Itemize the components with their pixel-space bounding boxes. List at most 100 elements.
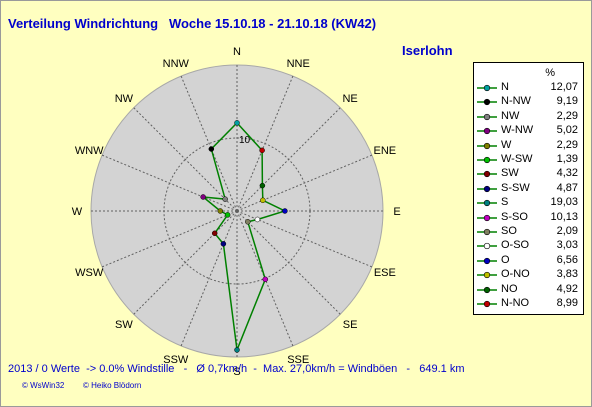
chart-title: Verteilung Windrichtung Woche 15.10.18 -… xyxy=(8,16,377,31)
legend-entry-name: SO xyxy=(501,225,517,237)
legend-entry-value: 6,56 xyxy=(556,253,578,266)
direction-label-nnw: NNW xyxy=(163,58,190,70)
legend-entry: S-SO 10,13 xyxy=(474,211,583,225)
legend-entry: SW 4,32 xyxy=(474,167,583,181)
legend-entry-name: N xyxy=(501,81,509,93)
legend-entry: NW 2,29 xyxy=(474,110,583,124)
legend-entry-name: O-SO xyxy=(501,239,530,252)
legend-marker-icon xyxy=(477,171,497,178)
legend-entry-name: O-NO xyxy=(501,268,530,281)
legend-marker-icon xyxy=(477,156,497,164)
legend-entry-name: W xyxy=(501,138,512,151)
data-point-w-sw xyxy=(224,212,231,218)
legend-entry: O 6,56 xyxy=(474,254,583,268)
legend-entry-value: 4,87 xyxy=(556,181,578,194)
legend-marker-icon xyxy=(477,243,497,250)
data-point-n-no xyxy=(259,147,265,154)
direction-label-se: SE xyxy=(343,319,358,331)
legend-entry-name: S xyxy=(501,196,509,209)
legend-entry-value: 3,83 xyxy=(556,268,578,281)
legend-marker-icon xyxy=(477,300,497,308)
legend-entry-value: 2,29 xyxy=(556,138,578,151)
legend-entry-value: 3,03 xyxy=(556,239,578,252)
direction-label-ese: ESE xyxy=(374,267,396,279)
credit-author: © Heiko Blödorn xyxy=(83,381,142,390)
radar-spoke-ssw xyxy=(180,210,238,347)
radar-spoke-ene xyxy=(236,154,373,212)
station-name: Iserlohn xyxy=(402,43,453,58)
legend-entry-name: N-NW xyxy=(501,95,531,108)
stats-footer: 2013 / 0 Werte -> 0.0% Windstille - Ø 0,… xyxy=(8,363,465,375)
legend-entry-value: 12,07 xyxy=(550,81,578,93)
radar-spoke-se xyxy=(236,210,341,315)
legend-marker-icon xyxy=(477,214,497,221)
legend-entry-value: 8,99 xyxy=(556,297,578,309)
legend-marker-icon xyxy=(477,99,497,106)
direction-label-ene: ENE xyxy=(374,145,397,157)
legend-entry-name: SW xyxy=(501,167,519,180)
legend-entry-value: 10,13 xyxy=(550,210,578,223)
legend-entry-name: S-SO xyxy=(501,210,528,223)
legend-marker-icon xyxy=(477,286,497,293)
legend-entry-value: 9,19 xyxy=(556,95,578,108)
radar-spoke-ne xyxy=(236,107,341,212)
legend-marker-icon xyxy=(477,128,497,135)
direction-label-sw: SW xyxy=(115,319,133,331)
legend-entry-value: 4,92 xyxy=(556,282,578,295)
legend-marker-icon xyxy=(477,113,497,120)
direction-label-n: N xyxy=(233,46,241,58)
legend-entry-name: NW xyxy=(501,109,520,122)
legend-entry: O-SO 3,03 xyxy=(474,239,583,253)
legend-entry-name: W-SW xyxy=(501,153,533,165)
data-point-so xyxy=(245,219,251,225)
data-point-w-nw xyxy=(200,194,206,200)
legend-entry: N 12,07 xyxy=(474,81,583,95)
data-point-o-so xyxy=(254,216,261,223)
data-point-nw xyxy=(222,196,228,202)
data-point-sw xyxy=(211,230,218,237)
direction-label-ssw: SSW xyxy=(163,354,189,366)
legend-entry: NO 4,92 xyxy=(474,283,583,297)
data-point-o xyxy=(282,208,288,214)
direction-label-s: S xyxy=(233,366,240,378)
legend-entry: O-NO 3,83 xyxy=(474,268,583,282)
legend-entry-value: 4,32 xyxy=(556,167,578,180)
legend-unit: % xyxy=(545,67,555,79)
legend-entry-name: N-NO xyxy=(501,297,530,309)
legend: % N 12,07 N-NW 9,19 NW 2,29 W-NW 5,02 W 2,29 W-SW 1… xyxy=(473,62,584,315)
data-point-s-so xyxy=(262,276,269,283)
direction-label-nw: NW xyxy=(115,93,134,105)
credit-wswin: © WsWin32 xyxy=(22,381,65,390)
radar-spoke-wnw xyxy=(101,154,238,212)
legend-entry: S-SW 4,87 xyxy=(474,182,583,196)
legend-marker-icon xyxy=(477,185,497,192)
legend-entry: N-NO 8,99 xyxy=(474,297,583,311)
direction-label-e: E xyxy=(393,206,400,218)
data-point-s-sw xyxy=(220,241,227,247)
direction-label-wsw: WSW xyxy=(75,267,104,279)
radar-spoke-wsw xyxy=(101,210,238,268)
radar-spoke-nne xyxy=(236,75,294,212)
legend-marker-icon xyxy=(477,84,497,92)
data-point-n xyxy=(234,120,240,126)
legend-entry-name: O xyxy=(501,253,510,266)
legend-marker-icon xyxy=(477,228,497,236)
legend-marker-icon xyxy=(477,200,497,207)
legend-marker-icon xyxy=(477,142,497,149)
legend-entry-name: S-SW xyxy=(501,181,530,194)
legend-marker-icon xyxy=(477,272,497,279)
legend-marker-icon xyxy=(477,257,497,264)
data-point-s xyxy=(234,347,240,353)
data-point-n-nw xyxy=(208,146,215,152)
data-point-o-no xyxy=(260,197,266,204)
data-point-no xyxy=(259,182,266,189)
direction-label-w: W xyxy=(72,206,83,218)
legend-entry: W-SW 1,39 xyxy=(474,153,583,167)
data-point-w xyxy=(217,208,224,214)
direction-label-wnw: WNW xyxy=(75,145,104,157)
legend-entry-value: 5,02 xyxy=(556,124,578,137)
legend-entry-value: 2,09 xyxy=(556,225,578,237)
legend-entry: SO 2,09 xyxy=(474,225,583,239)
direction-label-ne: NE xyxy=(342,93,357,105)
